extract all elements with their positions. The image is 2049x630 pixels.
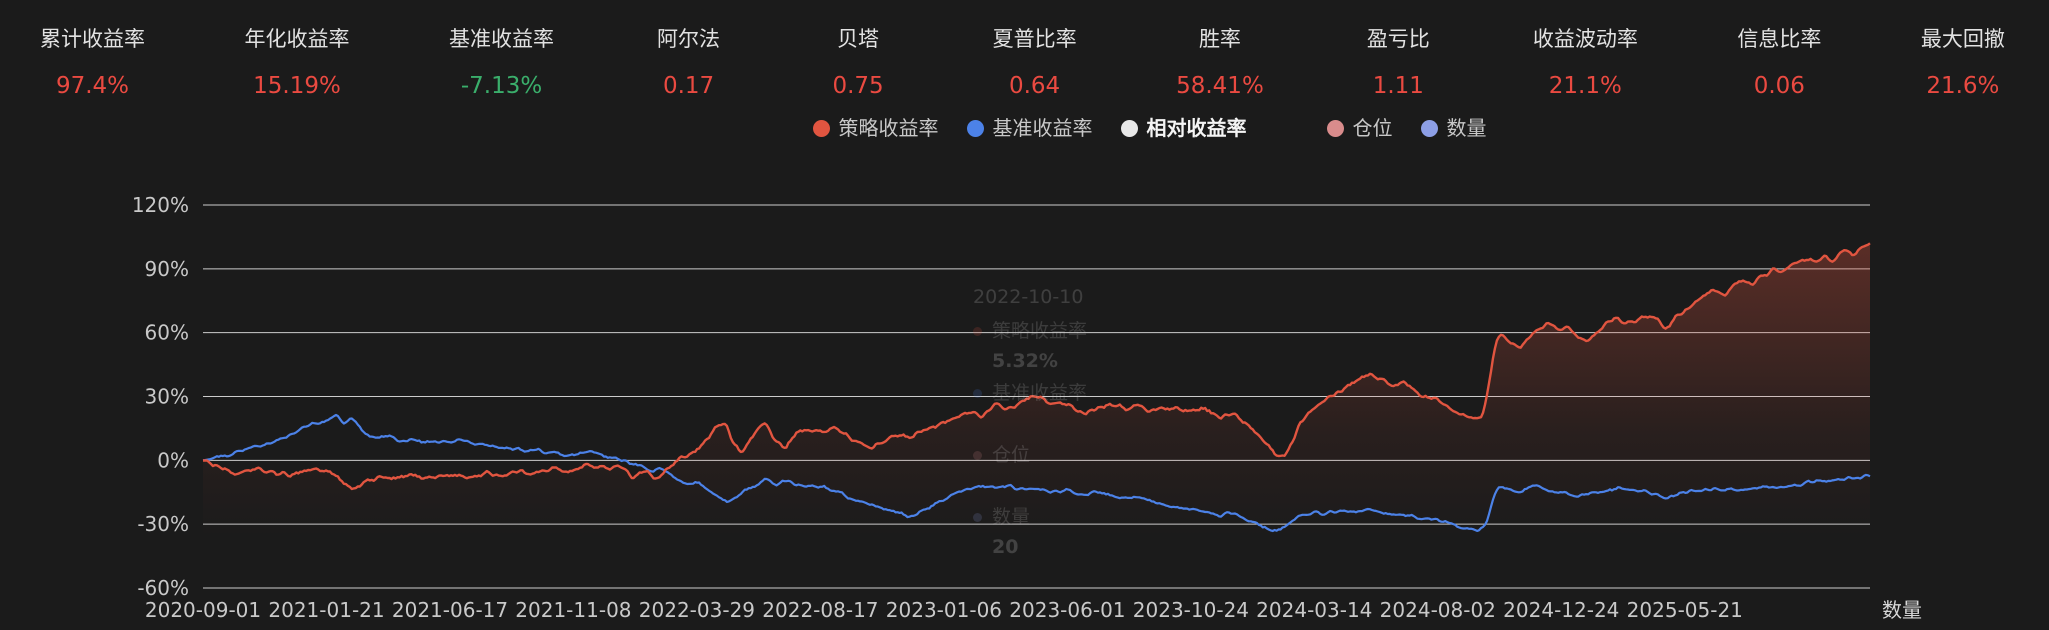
chart-legend: 策略收益率 基准收益率 相对收益率 仓位 数量: [125, 116, 2049, 140]
x-axis-tick-label: 2021-11-08: [515, 598, 631, 622]
y-axis-tick-label: 120%: [132, 193, 189, 217]
metric-label: 收益波动率: [1532, 27, 1638, 51]
strategy-area: [203, 243, 1870, 589]
y-axis-tick-label: 0%: [157, 448, 189, 472]
metric-value: 21.6%: [1926, 73, 2000, 99]
y-axis-tick-label: 30%: [145, 385, 189, 409]
metric-value: -7.13%: [460, 73, 543, 99]
metric: 阿尔法 0.17: [654, 26, 724, 100]
tooltip-series-dot-icon: [973, 512, 982, 522]
x-axis-tick-label: 2023-01-06: [886, 598, 1002, 622]
y-axis-tick-label: 60%: [145, 321, 189, 345]
tooltip-series-dot-icon: [973, 450, 982, 460]
strategy-line: [203, 242, 1871, 491]
tooltip-date: 2022-10-10: [973, 286, 1084, 308]
tooltip-row: 基准收益率: [973, 378, 1193, 438]
metric: 最大回撤 21.6%: [1921, 26, 2005, 100]
metric-label: 累计收益率: [40, 27, 145, 51]
x-axis-tick-label: 2024-08-02: [1380, 598, 1496, 622]
metric: 信息比率 0.06: [1737, 26, 1821, 100]
x-axis-tick-label: 2024-12-24: [1503, 598, 1619, 622]
tooltip-series-label: 基准收益率: [992, 382, 1088, 404]
metric-label: 阿尔法: [657, 27, 721, 51]
metric: 夏普比率 0.64: [993, 26, 1077, 100]
legend-dot-icon: [1120, 119, 1138, 137]
legend-item-label: 相对收益率: [1146, 116, 1247, 140]
tooltip-row: 数量 20: [973, 502, 1193, 562]
legend-item-label: 基准收益率: [992, 116, 1093, 140]
metric: 年化收益率 15.19%: [245, 26, 350, 100]
metric-value: 15.19%: [253, 73, 341, 99]
tooltip-row: 策略收益率 5.32%: [973, 316, 1193, 376]
metric: 盈亏比 1.11: [1363, 26, 1433, 100]
tooltip-series-value: 5.32%: [992, 350, 1058, 372]
x-axis-tick-label: 2021-06-17: [392, 598, 508, 622]
metric: 贝塔 0.75: [823, 26, 893, 100]
right-axis-name: 数量: [1882, 598, 1922, 622]
metric-label: 最大回撤: [1920, 27, 2005, 51]
y-axis-tick-label: 90%: [145, 257, 189, 281]
metric-label: 胜率: [1198, 27, 1241, 51]
tooltip-series-label: 仓位: [992, 444, 1031, 466]
metric-value: 0.06: [1753, 73, 1805, 99]
y-axis-tick-label: -60%: [137, 576, 189, 600]
metric: 胜率 58.41%: [1176, 26, 1264, 100]
legend-item-label: 策略收益率: [838, 116, 939, 140]
x-axis-tick-label: 2022-03-29: [639, 598, 755, 622]
x-axis-tick-label: 2021-01-21: [268, 598, 384, 622]
legend-dot-icon: [1420, 119, 1438, 137]
x-axis-tick-label: 2025-05-21: [1627, 598, 1743, 622]
legend-item[interactable]: 基准收益率: [966, 116, 1093, 140]
legend-dot-icon: [1326, 119, 1344, 137]
metric-label: 信息比率: [1737, 27, 1822, 51]
metric: 基准收益率 -7.13%: [449, 26, 554, 100]
tooltip-series-value: 20: [992, 536, 1019, 558]
metric-value: 0.75: [832, 73, 884, 99]
legend-item-label: 仓位: [1352, 116, 1393, 140]
legend-item[interactable]: 数量: [1420, 116, 1487, 140]
x-axis-tick-label: 2022-08-17: [762, 598, 878, 622]
tooltip-row: 仓位: [973, 440, 1193, 500]
metric-label: 夏普比率: [992, 27, 1077, 51]
tooltip-series-label: 数量: [992, 506, 1031, 528]
metric-value: 0.17: [662, 73, 715, 99]
legend-item-label: 数量: [1446, 116, 1487, 140]
metric-value: 21.1%: [1548, 73, 1622, 99]
legend-spacer: [1261, 128, 1313, 129]
tooltip-series-dot-icon: [973, 326, 982, 336]
tooltip-series-dot-icon: [973, 388, 982, 398]
x-axis-tick-label: 2024-03-14: [1256, 598, 1372, 622]
x-axis-tick-label: 2023-06-01: [1009, 598, 1125, 622]
metrics-row: 累计收益率 97.4% 年化收益率 15.19% 基准收益率 -7.13% 阿尔…: [0, 0, 2049, 100]
metric-value: 0.64: [1008, 73, 1061, 99]
tooltip-series-value: [973, 408, 1193, 438]
metric: 收益波动率 21.1%: [1533, 26, 1638, 100]
tooltip-series-value: [973, 470, 1193, 500]
metric-value: 1.11: [1372, 73, 1424, 99]
metric: 累计收益率 97.4%: [40, 26, 145, 100]
metric-label: 贝塔: [837, 27, 880, 51]
legend-dot-icon: [812, 119, 830, 137]
legend-item[interactable]: 相对收益率: [1120, 116, 1247, 140]
metric-value: 58.41%: [1176, 73, 1264, 99]
legend-item[interactable]: 策略收益率: [812, 116, 939, 140]
metric-value: 97.4%: [55, 73, 130, 99]
legend-item[interactable]: 仓位: [1326, 116, 1393, 140]
metric-label: 盈亏比: [1366, 27, 1430, 51]
x-axis-tick-label: 2023-10-24: [1133, 598, 1249, 622]
metric-label: 年化收益率: [244, 27, 350, 51]
x-axis-tick-label: 2020-09-01: [145, 598, 261, 622]
chart-tooltip: 2022-10-10 策略收益率 5.32% 基准收益率: [973, 282, 1193, 564]
benchmark-line: [202, 413, 1871, 533]
legend-dot-icon: [966, 119, 984, 137]
metric-label: 基准收益率: [449, 27, 555, 51]
tooltip-series-label: 策略收益率: [992, 320, 1088, 342]
y-axis-tick-label: -30%: [137, 512, 189, 536]
